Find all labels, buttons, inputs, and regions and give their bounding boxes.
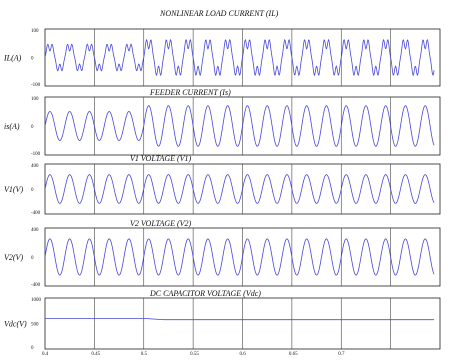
series-line — [44, 174, 435, 204]
x-tick-label: 0.45 — [91, 352, 100, 357]
y-axis-label: is(A) — [4, 122, 20, 131]
y-tick-label: -100 — [31, 152, 41, 157]
y-tick-label: -400 — [31, 283, 41, 288]
panel-title: NONLINEAR LOAD CURRENT (IL) — [159, 9, 279, 18]
y-axis-label: Vdc(V) — [4, 320, 27, 329]
y-axis-label: V2(V) — [4, 253, 23, 262]
panel-title: V1 VOLTAGE (V1) — [130, 154, 192, 163]
panel-5: DC CAPACITOR VOLTAGE (Vdc) Vdc(V) 1000 500 0… — [4, 289, 441, 357]
x-tick-label: 0.65 — [289, 352, 298, 357]
series-line — [45, 318, 435, 321]
panel-2: FEEDER CURRENT (Is) is(A) 100 0 -100 — [4, 88, 441, 157]
panel-3: V1 VOLTAGE (V1) V1(V) 400 0 -400 — [4, 154, 441, 216]
series-line — [44, 105, 435, 147]
x-tick-label: 0.4 — [42, 352, 49, 357]
y-axis-label: V1(V) — [4, 185, 23, 194]
x-tick-label: 0.5 — [141, 352, 148, 357]
y-tick-label: 0 — [31, 346, 34, 351]
y-tick-label: 1000 — [31, 298, 42, 303]
x-tick-label: 0.55 — [190, 352, 199, 357]
x-tick-label: 0.7 — [338, 352, 345, 357]
series-line — [44, 38, 435, 77]
y-tick-label: 0 — [31, 188, 34, 193]
panel-4: V2 VOLTAGE (V2) V2(V) 400 0 -400 — [4, 219, 441, 288]
y-tick-label: 0 — [31, 57, 34, 62]
y-tick-label: 0 — [31, 256, 34, 261]
y-tick-label: -400 — [31, 211, 41, 216]
y-tick-label: 100 — [31, 29, 39, 34]
y-axis-label: IL(A) — [3, 54, 22, 63]
panel-title: DC CAPACITOR VOLTAGE (Vdc) — [149, 289, 261, 298]
x-tick-label: 0.6 — [240, 352, 247, 357]
y-tick-label: 100 — [31, 97, 39, 102]
panel-title: V2 VOLTAGE (V2) — [130, 219, 192, 228]
panel-title: FEEDER CURRENT (Is) — [149, 88, 231, 97]
y-tick-label: 500 — [31, 323, 39, 328]
panel-1: NONLINEAR LOAD CURRENT (IL) IL(A) 100 0 -100 — [3, 9, 441, 88]
series-line — [44, 238, 435, 276]
y-tick-label: 0 — [31, 125, 34, 130]
y-tick-label: 400 — [31, 164, 39, 169]
y-tick-label: 400 — [31, 228, 39, 233]
y-tick-label: -100 — [31, 83, 41, 88]
